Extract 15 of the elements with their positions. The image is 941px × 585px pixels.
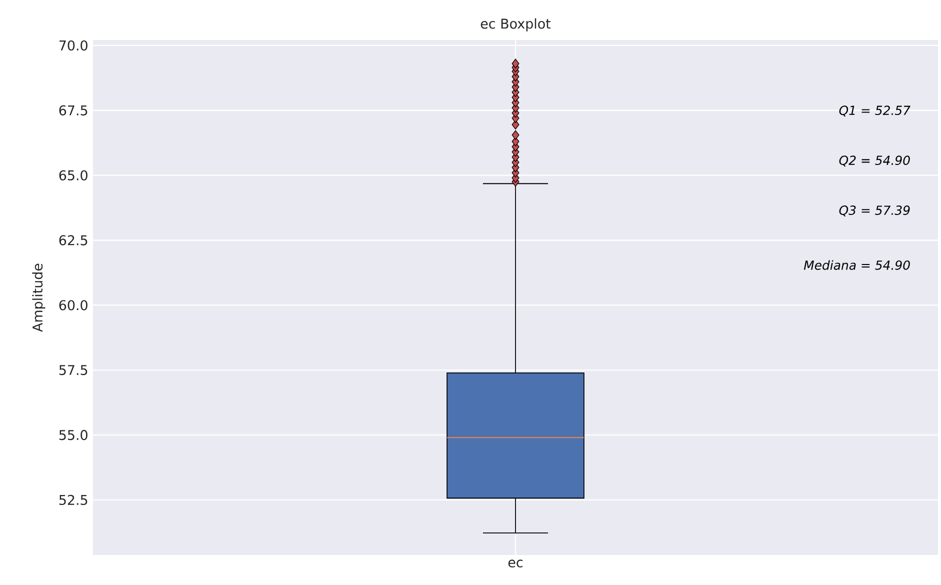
annotation: Mediana = 54.90 [804, 260, 910, 270]
y-tick-label: 52.5 [59, 494, 88, 506]
y-tick-label: 60.0 [59, 300, 88, 310]
x-tick-label: ec [508, 560, 522, 568]
annotation: Q3 = 57.39 [839, 206, 910, 216]
y-tick-label: 55.0 [59, 430, 88, 440]
annotation: Q1 = 52.57 [839, 106, 910, 116]
chart-title: ec Boxplot [480, 18, 551, 32]
y-tick-label: 67.5 [59, 105, 88, 116]
y-axis-title: Amplitude [32, 264, 46, 332]
y-tick-label: 57.5 [59, 365, 88, 376]
y-tick-label: 62.5 [59, 235, 88, 246]
annotation: Q2 = 54.90 [839, 156, 910, 166]
y-tick-label: 70.0 [59, 40, 88, 51]
y-tick-label: 65.0 [59, 170, 88, 180]
